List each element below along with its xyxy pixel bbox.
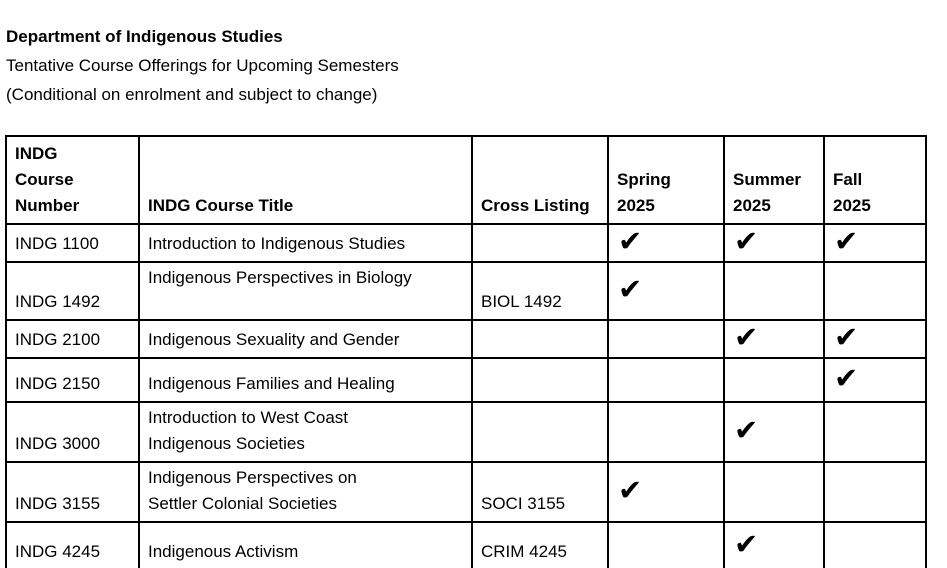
page-title: Department of Indigenous Studies: [6, 27, 283, 46]
fall-check-cell: ✔: [823, 319, 927, 359]
checkmark-icon: ✔: [834, 224, 859, 258]
checkmark-icon: ✔: [618, 473, 643, 507]
summer-check-cell: ✔: [723, 319, 825, 359]
cross-listing-cell: [471, 223, 609, 263]
col-header-course-title: INDG Course Title: [138, 135, 473, 225]
col-header-spring-2025: Spring 2025: [607, 135, 725, 225]
checkmark-icon: ✔: [834, 361, 859, 395]
document-header: Department of Indigenous Studies Tentati…: [6, 22, 947, 109]
course-title-cell: Introduction to Indigenous Studies: [138, 223, 473, 263]
spring-check-cell: [607, 401, 725, 463]
table-row: INDG 1100 Introduction to Indigenous Stu…: [5, 223, 927, 263]
spring-check-cell: [607, 319, 725, 359]
table-row: INDG 3000 Introduction to West Coast Ind…: [5, 401, 927, 463]
course-number-cell: INDG 3155: [5, 461, 140, 523]
course-title-cell: Introduction to West Coast Indigenous So…: [138, 401, 473, 463]
col-header-fall-2025: Fall 2025: [823, 135, 927, 225]
fall-check-cell: ✔: [823, 357, 927, 403]
table-row: INDG 1492 Indigenous Perspectives in Bio…: [5, 261, 927, 321]
course-number-cell: INDG 1100: [5, 223, 140, 263]
checkmark-icon: ✔: [734, 224, 759, 258]
summer-check-cell: ✔: [723, 521, 825, 568]
fall-check-cell: [823, 401, 927, 463]
fall-check-cell: ✔: [823, 223, 927, 263]
summer-check-cell: ✔: [723, 401, 825, 463]
checkmark-icon: ✔: [834, 320, 859, 354]
cross-listing-cell: SOCI 3155: [471, 461, 609, 523]
spring-check-cell: ✔: [607, 261, 725, 321]
cross-listing-cell: BIOL 1492: [471, 261, 609, 321]
checkmark-icon: ✔: [618, 224, 643, 258]
table-row: INDG 3155 Indigenous Perspectives on Set…: [5, 461, 927, 523]
spring-check-cell: [607, 357, 725, 403]
course-number-cell: INDG 4245: [5, 521, 140, 568]
cross-listing-cell: [471, 357, 609, 403]
page-note: (Conditional on enrolment and subject to…: [6, 85, 378, 104]
course-number-cell: INDG 2150: [5, 357, 140, 403]
table-row: INDG 4245 Indigenous Activism CRIM 4245 …: [5, 521, 927, 568]
checkmark-icon: ✔: [734, 527, 759, 561]
course-number-cell: INDG 2100: [5, 319, 140, 359]
checkmark-icon: ✔: [734, 413, 759, 447]
cross-listing-cell: CRIM 4245: [471, 521, 609, 568]
summer-check-cell: [723, 357, 825, 403]
col-header-cross-listing: Cross Listing: [471, 135, 609, 225]
table-row: INDG 2100 Indigenous Sexuality and Gende…: [5, 319, 927, 359]
summer-check-cell: [723, 261, 825, 321]
fall-check-cell: [823, 261, 927, 321]
course-title-cell: Indigenous Activism: [138, 521, 473, 568]
checkmark-icon: ✔: [734, 320, 759, 354]
course-number-cell: INDG 1492: [5, 261, 140, 321]
cross-listing-cell: [471, 401, 609, 463]
course-title-cell: Indigenous Perspectives on Settler Colon…: [138, 461, 473, 523]
spring-check-cell: [607, 521, 725, 568]
summer-check-cell: ✔: [723, 223, 825, 263]
col-header-summer-2025: Summer 2025: [723, 135, 825, 225]
checkmark-icon: ✔: [618, 272, 643, 306]
spring-check-cell: ✔: [607, 461, 725, 523]
cross-listing-cell: [471, 319, 609, 359]
table-row: INDG 2150 Indigenous Families and Healin…: [5, 357, 927, 403]
page-subtitle: Tentative Course Offerings for Upcoming …: [6, 56, 399, 75]
course-title-cell: Indigenous Perspectives in Biology: [138, 261, 473, 321]
course-offerings-table: INDG Course Number INDG Course Title Cro…: [5, 135, 927, 568]
fall-check-cell: [823, 521, 927, 568]
table-header-row: INDG Course Number INDG Course Title Cro…: [5, 135, 927, 225]
fall-check-cell: [823, 461, 927, 523]
summer-check-cell: [723, 461, 825, 523]
col-header-course-number: INDG Course Number: [5, 135, 140, 225]
spring-check-cell: ✔: [607, 223, 725, 263]
course-title-cell: Indigenous Sexuality and Gender: [138, 319, 473, 359]
course-number-cell: INDG 3000: [5, 401, 140, 463]
course-title-cell: Indigenous Families and Healing: [138, 357, 473, 403]
